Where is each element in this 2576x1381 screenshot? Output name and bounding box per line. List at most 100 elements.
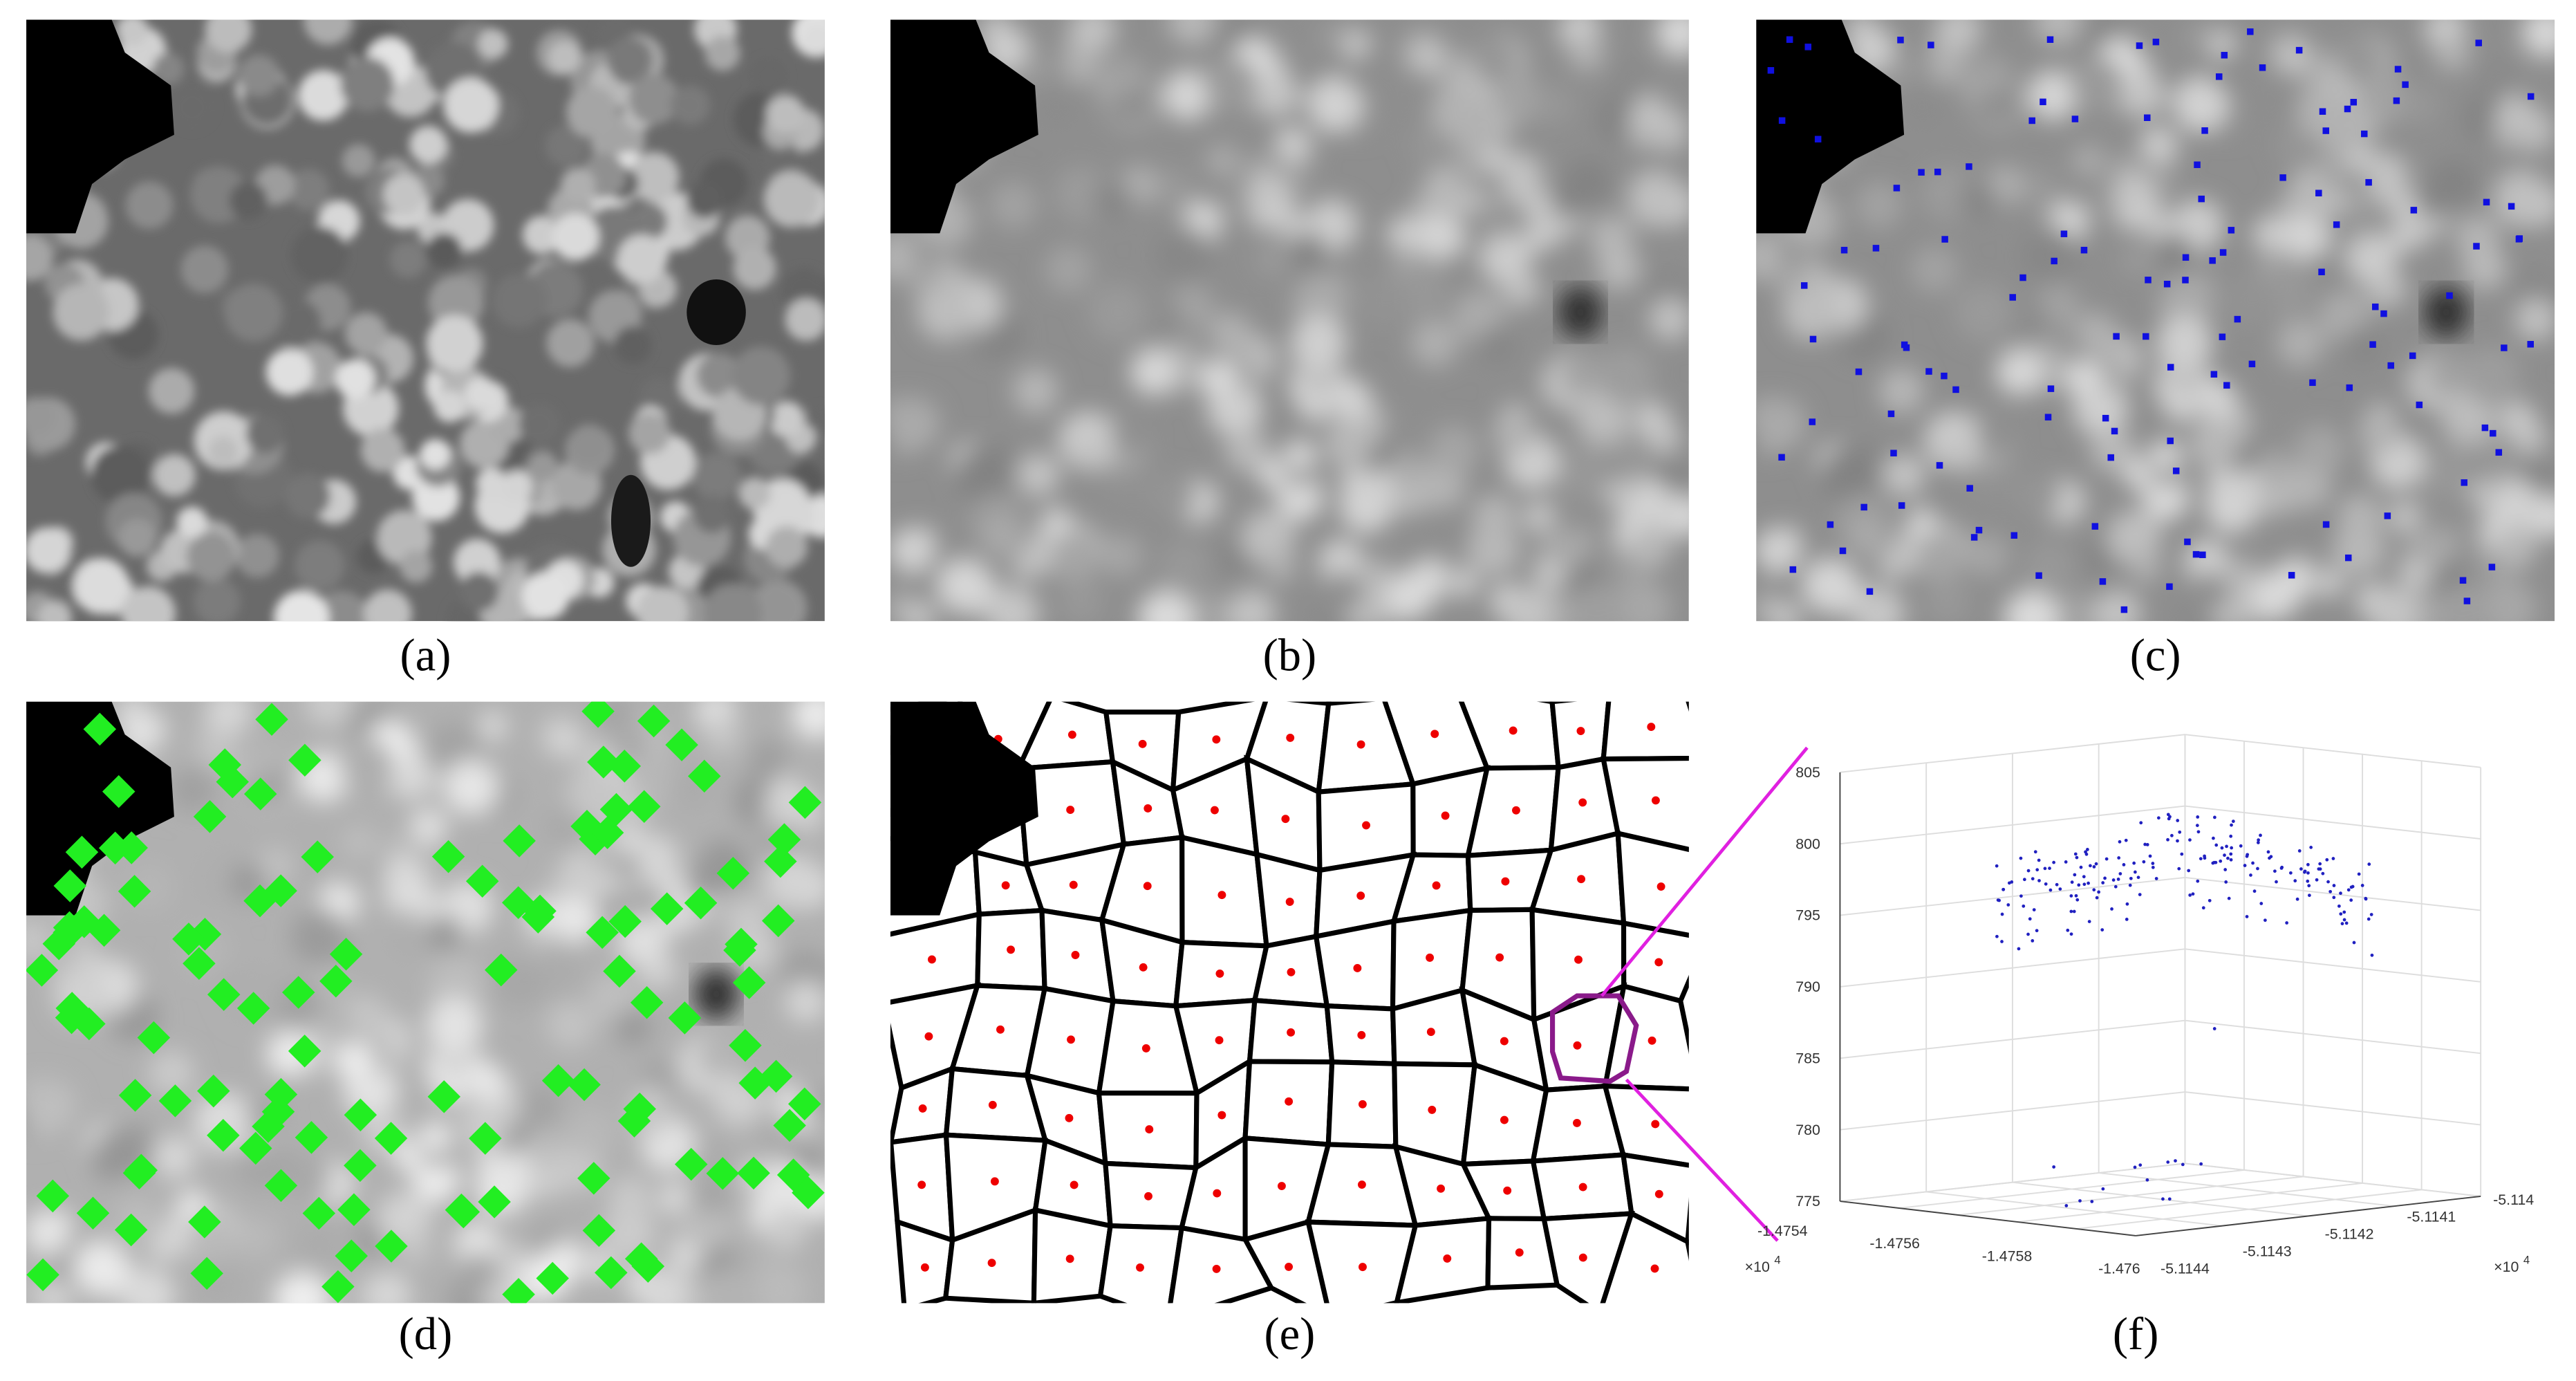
point	[2239, 844, 2243, 848]
marker	[2166, 583, 2173, 591]
marker	[2248, 360, 2256, 368]
point	[2055, 882, 2059, 887]
marker	[465, 864, 499, 898]
marker	[581, 701, 615, 728]
blob	[285, 1155, 330, 1201]
blob	[53, 284, 110, 341]
blob	[2337, 494, 2383, 540]
point	[2196, 815, 2200, 819]
marker	[776, 1158, 810, 1192]
point	[2006, 903, 2010, 907]
point	[2110, 907, 2113, 911]
blob	[731, 346, 791, 405]
point	[2178, 830, 2182, 834]
cell-center	[1145, 1125, 1154, 1134]
point	[2017, 947, 2021, 951]
blob	[2065, 359, 2105, 399]
blob	[2400, 85, 2440, 125]
cell	[1600, 701, 1689, 762]
marker	[1804, 44, 1812, 50]
blob	[1968, 54, 2010, 97]
cell-center	[1358, 1100, 1367, 1109]
marker	[239, 1131, 272, 1165]
blob	[2017, 169, 2060, 211]
texture	[1756, 19, 2555, 622]
marker	[255, 703, 288, 736]
marker	[158, 1084, 192, 1118]
blob	[1227, 589, 1276, 622]
cell-center	[928, 955, 936, 964]
point	[2167, 1197, 2172, 1201]
marker	[2182, 277, 2189, 284]
blob	[1276, 473, 1324, 521]
blob	[692, 452, 740, 501]
blob	[702, 584, 762, 622]
point	[2303, 870, 2306, 874]
blob	[500, 1152, 532, 1185]
cell-center	[988, 1100, 997, 1109]
x-tick-label: -1.4758	[1982, 1248, 2033, 1264]
grid-line	[2185, 805, 2481, 840]
blob	[1665, 25, 1689, 57]
cell	[1241, 1218, 1329, 1304]
marker	[2060, 230, 2068, 237]
point	[2339, 912, 2343, 916]
x-tick-label: -1.476	[2098, 1261, 2140, 1277]
cell-center	[1515, 1248, 1524, 1257]
blob	[785, 298, 825, 341]
point	[2208, 898, 2212, 902]
blob	[982, 519, 1020, 557]
marker	[2322, 127, 2330, 134]
point	[2226, 856, 2230, 860]
marker	[337, 1193, 371, 1227]
grid-line	[2076, 1189, 2422, 1230]
blob	[1614, 57, 1652, 95]
blob	[476, 1150, 507, 1181]
cell-center	[1285, 1097, 1294, 1106]
cell-center	[1217, 1111, 1226, 1120]
point	[2229, 852, 2233, 856]
marker	[2481, 424, 2489, 432]
blob	[614, 1008, 653, 1046]
blob	[2156, 315, 2213, 372]
marker	[2369, 341, 2376, 348]
blob	[115, 19, 149, 46]
marker	[1789, 566, 1797, 573]
marker	[1903, 344, 1910, 351]
blob	[636, 586, 689, 622]
marker	[2416, 401, 2423, 409]
blob	[443, 77, 498, 133]
blob	[478, 711, 508, 741]
blob	[1383, 403, 1426, 445]
point	[2174, 1159, 2177, 1162]
texture	[26, 19, 825, 622]
blob	[1433, 424, 1473, 464]
blob	[1938, 436, 1969, 467]
blob	[340, 57, 395, 111]
blob	[2531, 25, 2555, 57]
marker	[2501, 344, 2508, 351]
marker	[1893, 185, 1901, 192]
point	[2058, 887, 2062, 891]
blob	[2024, 540, 2075, 591]
point	[2339, 891, 2342, 896]
blob	[363, 589, 412, 622]
point	[2177, 866, 2181, 871]
cell-center	[1066, 806, 1075, 815]
marker	[2219, 333, 2226, 340]
blob	[2221, 273, 2276, 328]
cell-center	[987, 1259, 996, 1268]
blob	[426, 315, 483, 372]
point	[2078, 1199, 2082, 1203]
blob	[1846, 19, 1878, 46]
marker	[2111, 427, 2118, 435]
blob	[186, 532, 236, 582]
blob	[2344, 326, 2382, 364]
marker	[2216, 73, 2223, 80]
blob	[245, 415, 285, 454]
cell-center	[1069, 880, 1078, 889]
blob	[1318, 539, 1365, 586]
point	[2256, 866, 2259, 871]
point	[2069, 894, 2073, 898]
blob	[1534, 85, 1574, 125]
